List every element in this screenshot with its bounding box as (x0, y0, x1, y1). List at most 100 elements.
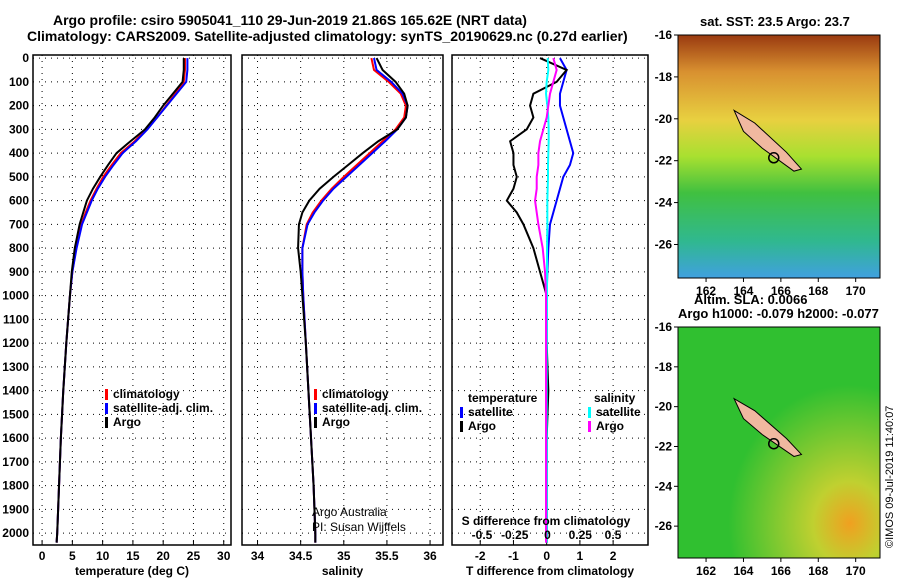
x-tick-label: 34 (251, 549, 265, 563)
x-axis-label: salinity (322, 564, 364, 578)
x2-tick-label: 0 (544, 528, 551, 542)
depth-tick-label: 1100 (3, 312, 29, 326)
legend-label: Argo (468, 419, 496, 433)
lon-tick-label: 170 (846, 564, 866, 578)
x-axis-label: T difference from climatology (466, 564, 634, 578)
map-frame (677, 34, 881, 279)
plot-frame (241, 54, 444, 546)
legend-swatch (460, 421, 463, 432)
depth-tick-label: 0 (22, 51, 29, 65)
lon-tick-label: 164 (733, 564, 753, 578)
depth-tick-label: 1900 (2, 502, 29, 516)
legend-swatch (105, 417, 108, 428)
depth-tick-label: 1300 (2, 360, 29, 374)
lat-tick-label: -24 (655, 479, 673, 493)
legend-label: satellite (596, 405, 641, 419)
depth-tick-label: 1200 (2, 336, 29, 350)
legend-label: satellite (468, 405, 513, 419)
x-tick-label: 30 (217, 549, 231, 563)
x-tick-label: 34.5 (289, 549, 313, 563)
temperature-panel: 0 5 10 15 20 25 300100200300400500600700800900… (2, 51, 232, 578)
x2-tick-label: -0.25 (501, 528, 529, 542)
legend-heading-salinity: salinity (594, 391, 636, 405)
x-tick-label: 1 (577, 549, 584, 563)
credit-text: ©IMOS 09-Jul-2019 11:40:07 (884, 405, 896, 548)
legend-swatch (460, 407, 463, 418)
depth-tick-label: 1600 (2, 431, 29, 445)
x-tick-label: 20 (157, 549, 171, 563)
legend-swatch (314, 403, 317, 414)
depth-tick-label: 2000 (2, 526, 29, 540)
series-line-satellite-adj-clim- (301, 57, 409, 543)
legend-label: climatology (113, 387, 180, 401)
depth-tick-label: 400 (9, 146, 29, 160)
legend-label: satellite-adj. clim. (113, 401, 213, 415)
depth-tick-label: 200 (9, 99, 29, 113)
lat-tick-label: -20 (655, 400, 673, 414)
depth-tick-label: 100 (9, 75, 29, 89)
lat-tick-label: -24 (655, 196, 673, 210)
x-tick-label: 35.5 (375, 549, 399, 563)
x-axis-label: temperature (deg C) (75, 564, 189, 578)
sla-map: -16 -18 -20 -22 -24 -26 162 164 166 168 170 (655, 320, 881, 578)
series-line-argo (55, 58, 185, 543)
difference-panel: -2 -1 0 1 2T difference from climatology S di… (451, 54, 649, 578)
legend-label: Argo (596, 419, 624, 433)
lon-tick-label: 164 (733, 284, 753, 298)
depth-tick-label: 900 (9, 265, 29, 279)
lat-tick-label: -26 (655, 519, 673, 533)
lat-tick-label: -18 (655, 360, 673, 374)
series-line-climatology (301, 57, 407, 543)
series-line-satellite-adj-clim- (55, 58, 189, 543)
series-line-argo (297, 57, 409, 543)
x2-tick-label: -0.5 (472, 528, 493, 542)
x-tick-label: 5 (69, 549, 76, 563)
x-tick-label: -1 (508, 549, 519, 563)
title-line2: Climatology: CARS2009. Satellite-adjuste… (27, 28, 628, 44)
lat-tick-label: -20 (655, 112, 673, 126)
depth-tick-label: 1700 (2, 455, 29, 469)
lat-tick-label: -22 (655, 154, 673, 168)
legend-swatch (588, 421, 591, 432)
lon-tick-label: 162 (696, 284, 716, 298)
map-frame (677, 326, 881, 559)
sst-map-title: sat. SST: 23.5 Argo: 23.7 (700, 14, 850, 29)
depth-tick-label: 800 (9, 241, 29, 255)
series-line-t-argo (505, 57, 569, 543)
new-caledonia-landmass (732, 397, 803, 457)
x2-axis-label: S difference from climatology (462, 514, 631, 528)
x2-tick-label: 0.25 (569, 528, 593, 542)
new-caledonia-landmass (732, 109, 803, 172)
annotation-line2: PI: Susan Wijffels (312, 520, 406, 534)
legend-label: Argo (113, 415, 141, 429)
lon-tick-label: 162 (696, 564, 716, 578)
lat-tick-label: -26 (655, 237, 673, 251)
sst-map: -16 -18 -20 -22 -24 -26 162 164 166 168 170 (655, 28, 881, 298)
lat-tick-label: -16 (655, 28, 673, 42)
legend-label: satellite-adj. clim. (322, 401, 422, 415)
depth-tick-label: 1400 (2, 384, 29, 398)
lat-tick-label: -16 (655, 320, 673, 334)
legend-label: Argo (322, 415, 350, 429)
legend-swatch (314, 417, 317, 428)
lon-tick-label: 168 (808, 284, 828, 298)
legend-swatch (588, 407, 591, 418)
argo-float-marker (768, 152, 780, 164)
sla-map-subtitle: Argo h1000: -0.079 h2000: -0.077 (678, 306, 879, 321)
depth-tick-label: 300 (9, 122, 29, 136)
title-line1: Argo profile: csiro 5905041_110 29-Jun-2… (53, 12, 527, 28)
x-tick-label: 36 (423, 549, 437, 563)
depth-tick-label: 1800 (2, 479, 29, 493)
series-line-s-argo (534, 57, 558, 543)
legend-heading-temperature: temperature (468, 391, 538, 405)
series-line-t-satellite (545, 57, 575, 543)
argo-float-marker (768, 437, 780, 450)
lon-tick-label: 166 (771, 284, 791, 298)
series-line-climatology (55, 58, 186, 543)
salinity-panel: 34 34.5 35 35.5 36 salinity climatologysatelli… (241, 54, 444, 578)
x2-tick-label: 0.5 (605, 528, 622, 542)
x-tick-label: 10 (96, 549, 110, 563)
x-tick-label: 25 (187, 549, 201, 563)
